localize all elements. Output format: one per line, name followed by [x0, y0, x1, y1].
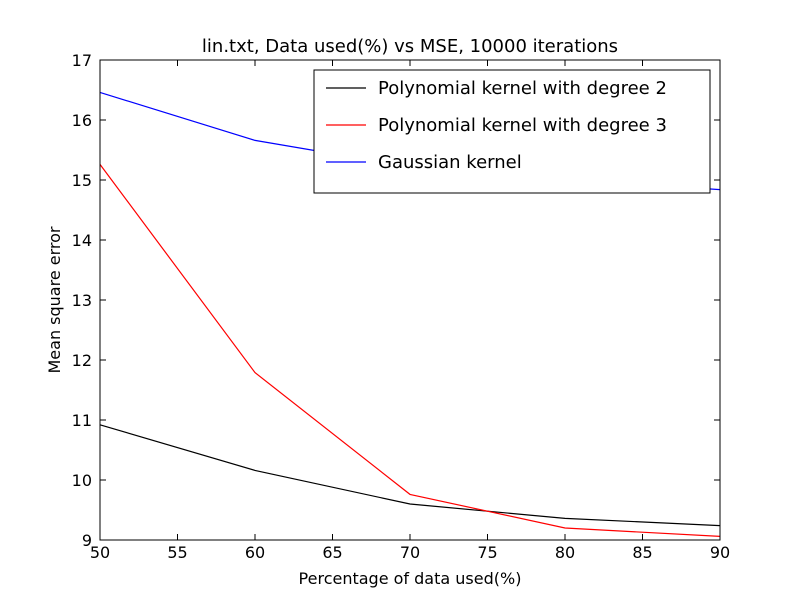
y-tick-label: 16 — [72, 111, 92, 130]
x-tick-label: 50 — [90, 543, 110, 562]
x-tick-label: 80 — [555, 543, 575, 562]
x-tick-label: 90 — [710, 543, 730, 562]
y-tick-label: 17 — [72, 51, 92, 70]
x-tick-label: 70 — [400, 543, 420, 562]
axes-frame — [99, 59, 721, 541]
ticks: 50 55 60 65 70 75 80 85 90 9 10 11 12 13 14 15 16 17 — [72, 51, 731, 562]
x-tick-label: 85 — [632, 543, 652, 562]
x-tick-label: 55 — [167, 543, 187, 562]
x-tick-label: 60 — [245, 543, 265, 562]
y-tick-label: 9 — [82, 531, 92, 550]
y-tick-label: 10 — [72, 471, 92, 490]
series-line-2 — [99, 164, 721, 537]
legend-label-2: Polynomial kernel with degree 3 — [378, 115, 667, 136]
legend: Polynomial kernel with degree 2 Polynomia… — [313, 69, 711, 194]
chart-title: lin.txt, Data used(%) vs MSE, 10000 iter… — [202, 36, 618, 57]
y-axis-label: Mean square error — [45, 226, 64, 373]
x-tick-label: 65 — [322, 543, 342, 562]
legend-label-3: Gaussian kernel — [378, 152, 522, 173]
x-axis-label: Percentage of data used(%) — [299, 569, 522, 588]
y-tick-label: 13 — [72, 291, 92, 310]
y-tick-label: 12 — [72, 351, 92, 370]
y-tick-label: 15 — [72, 171, 92, 190]
x-tick-label: 75 — [477, 543, 497, 562]
y-tick-label: 14 — [72, 231, 92, 250]
y-tick-label: 11 — [72, 411, 92, 430]
legend-box — [313, 69, 711, 194]
legend-label-1: Polynomial kernel with degree 2 — [378, 78, 667, 99]
series-line-1 — [99, 424, 721, 527]
